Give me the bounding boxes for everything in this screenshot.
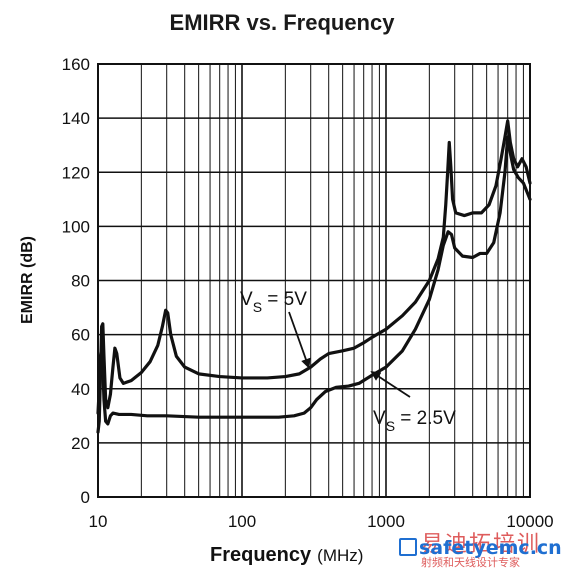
x-axis-ticks: 10 100 1000 10000 bbox=[89, 512, 554, 531]
annotation-vs-2-5v-rest: = 2.5V bbox=[395, 408, 456, 429]
y-tick-label: 120 bbox=[62, 163, 90, 182]
annotation-vs-5v-main: V bbox=[240, 289, 253, 310]
annotation-vs-2-5v-main: V bbox=[373, 408, 386, 429]
series-lines bbox=[96, 119, 532, 434]
x-axis-label-unit: (MHz) bbox=[317, 546, 363, 565]
plot-frame bbox=[97, 63, 531, 498]
series-line-vs-2-5v bbox=[96, 135, 532, 426]
x-tick-label: 10 bbox=[89, 512, 108, 531]
series-line-vs-5v bbox=[96, 119, 532, 434]
y-axis-label: EMIRR (dB) bbox=[19, 236, 36, 324]
annotation-vs-5v-arrow bbox=[288, 311, 311, 369]
grid-lines bbox=[98, 64, 530, 497]
x-axis-label: Frequency (MHz) bbox=[210, 544, 363, 566]
y-tick-label: 100 bbox=[62, 217, 90, 236]
watermark: 易迪拓培训 safetyemc.cn 射频和天线设计专家 bbox=[397, 528, 573, 569]
annotation-vs-5v: VS = 5V bbox=[240, 289, 307, 315]
y-tick-label: 140 bbox=[62, 109, 90, 128]
y-tick-label: 160 bbox=[62, 55, 90, 74]
chart-title: EMIRR vs. Frequency bbox=[170, 10, 396, 35]
watermark-site: safetyemc.cn bbox=[399, 537, 562, 559]
annotation-vs-2-5v: VS = 2.5V bbox=[373, 408, 456, 434]
annotation-vs-2-5v-sub: S bbox=[386, 418, 395, 434]
x-tick-label: 1000 bbox=[367, 512, 405, 531]
annotation-vs-2-5v-arrow bbox=[370, 371, 411, 398]
x-tick-label: 100 bbox=[228, 512, 256, 531]
watermark-top-text: 易迪拓培训 bbox=[421, 532, 542, 557]
y-tick-label: 60 bbox=[71, 326, 90, 345]
x-axis-label-main: Frequency bbox=[210, 544, 312, 566]
y-tick-label: 20 bbox=[71, 434, 90, 453]
x-tick-label: 10000 bbox=[506, 512, 553, 531]
annotation-vs-5v-rest: = 5V bbox=[262, 289, 307, 310]
watermark-site-text: safetyemc.cn bbox=[419, 537, 562, 559]
y-tick-label: 40 bbox=[71, 380, 90, 399]
y-tick-label: 0 bbox=[81, 488, 90, 507]
watermark-logo-icon bbox=[399, 538, 417, 556]
watermark-sub-text: 射频和天线设计专家 bbox=[421, 556, 520, 569]
annotation-vs-5v-sub: S bbox=[253, 299, 262, 315]
y-axis-ticks: 0 20 40 60 80 100 120 140 160 bbox=[62, 55, 90, 507]
y-tick-label: 80 bbox=[71, 272, 90, 291]
